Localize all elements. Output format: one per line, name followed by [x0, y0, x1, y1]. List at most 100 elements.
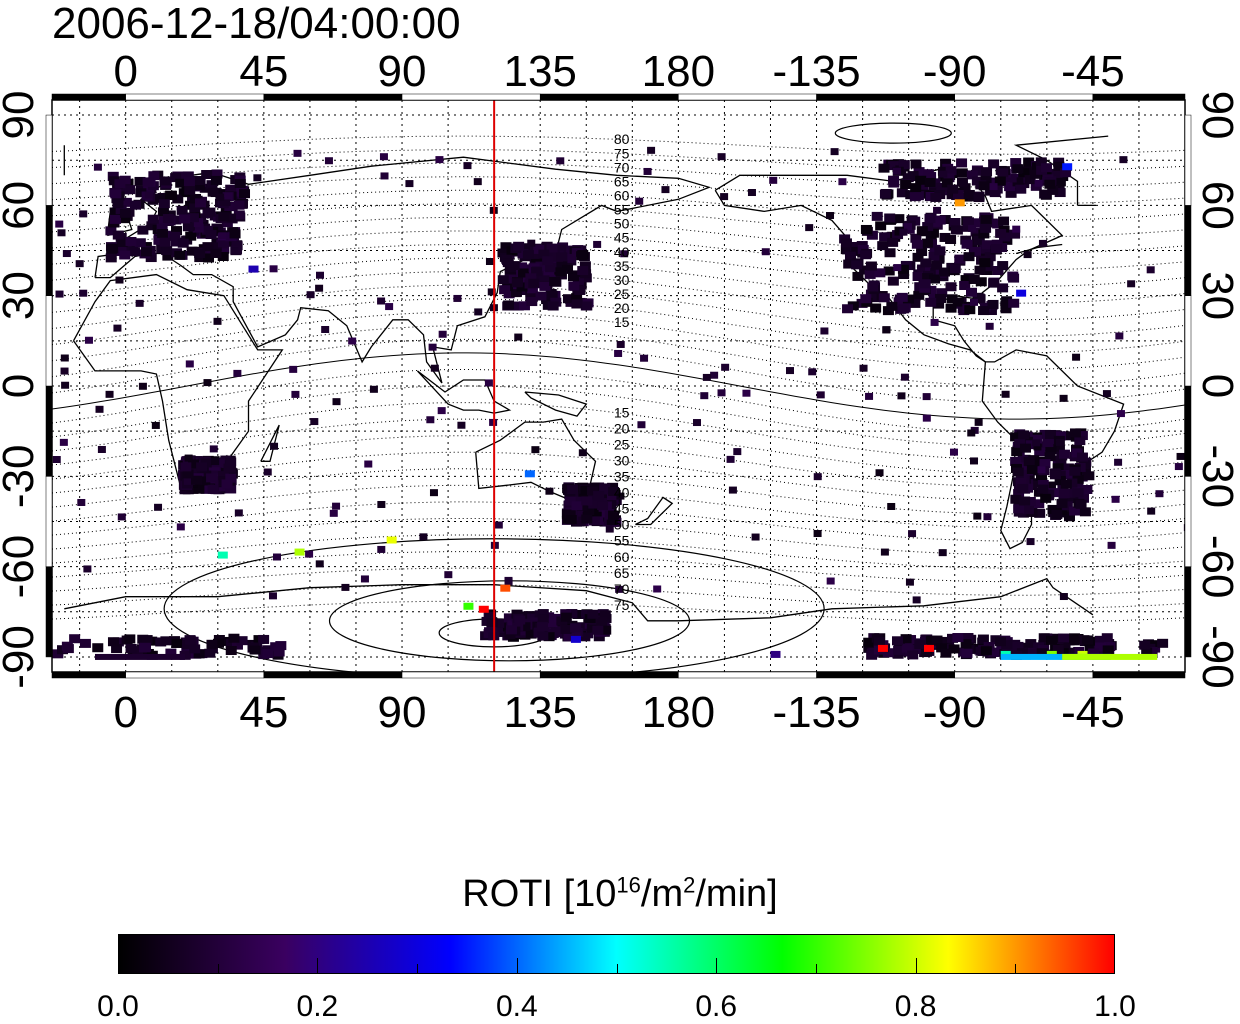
roti-cell	[1051, 633, 1063, 643]
roti-cell	[994, 637, 1006, 647]
roti-cell	[851, 246, 863, 256]
roti-cell	[546, 618, 558, 628]
roti-cell	[1059, 593, 1068, 601]
left-axis-label: -90	[0, 625, 43, 689]
roti-cell	[453, 294, 462, 302]
right-axis-label: 0	[1193, 374, 1240, 398]
magnetic-latitude-label: 60	[614, 549, 630, 565]
roti-cell	[945, 235, 957, 245]
roti-cell	[599, 610, 611, 620]
roti-cell	[900, 634, 912, 644]
roti-cell	[640, 354, 649, 362]
roti-cell	[912, 271, 924, 281]
magnetic-latitude-label: 55	[614, 533, 630, 549]
bottom-axis-label: -45	[1061, 688, 1125, 737]
roti-cell	[193, 649, 205, 659]
roti-cell	[1084, 643, 1096, 653]
bottom-axis-label: 90	[378, 688, 427, 737]
roti-cell	[909, 298, 921, 308]
roti-cell	[234, 179, 246, 189]
roti-cell	[75, 260, 84, 268]
roti-cell	[428, 343, 437, 351]
roti-cell	[59, 438, 68, 446]
roti-cell	[896, 292, 908, 302]
magnetic-latitude-label: 75	[614, 145, 630, 161]
roti-cell	[109, 207, 121, 217]
roti-cell	[1010, 456, 1022, 466]
roti-cell	[201, 170, 213, 180]
roti-cell	[863, 637, 875, 647]
axis-bar-segment	[954, 671, 1094, 679]
roti-cell	[1062, 653, 1158, 660]
roti-cell	[587, 609, 599, 619]
roti-cell	[615, 585, 624, 593]
roti-cell	[933, 299, 945, 309]
roti-cell	[844, 251, 856, 261]
roti-cell	[922, 393, 931, 401]
roti-cell	[525, 273, 537, 283]
roti-cell	[925, 636, 937, 646]
roti-cell	[887, 237, 899, 247]
roti-cell	[592, 507, 604, 517]
roti-cell	[884, 248, 896, 258]
roti-cell	[537, 631, 549, 641]
roti-cell	[1034, 447, 1046, 457]
roti-cell	[1139, 640, 1151, 650]
roti-cell	[751, 533, 760, 541]
roti-cell	[710, 371, 719, 379]
roti-cell	[84, 336, 93, 344]
roti-cell	[1005, 188, 1017, 198]
roti-cell	[1015, 477, 1027, 487]
roti-cell	[194, 249, 206, 259]
roti-cell	[189, 644, 201, 654]
roti-cell	[138, 643, 150, 653]
roti-cell	[920, 647, 932, 657]
roti-cell	[566, 609, 578, 619]
roti-cell	[57, 229, 66, 237]
roti-cell	[1034, 179, 1043, 187]
roti-cell	[887, 276, 899, 286]
roti-cell	[233, 200, 245, 210]
top-axis-label: 180	[642, 47, 715, 96]
roti-cell	[138, 382, 147, 390]
roti-cell	[813, 473, 822, 481]
roti-cell	[62, 644, 74, 654]
roti-cell	[1016, 648, 1028, 658]
roti-cell	[503, 300, 515, 310]
roti-cell	[747, 189, 756, 197]
roti-cell	[882, 326, 891, 334]
roti-cell	[1000, 300, 1012, 310]
roti-cell	[1023, 157, 1035, 167]
roti-cell	[377, 545, 386, 553]
roti-cell	[171, 226, 183, 236]
roti-cell	[1079, 507, 1091, 517]
roti-cell	[978, 229, 990, 239]
roti-cell	[924, 213, 936, 223]
roti-cell	[572, 276, 584, 286]
roti-cell	[1031, 434, 1043, 444]
roti-cell	[199, 476, 211, 486]
roti-cell	[963, 189, 975, 199]
roti-cell	[169, 231, 181, 241]
roti-cell	[537, 614, 549, 624]
roti-cell	[897, 264, 909, 274]
roti-cell	[962, 217, 974, 227]
roti-cell	[225, 184, 237, 194]
right-axis-label: -30	[1193, 445, 1240, 509]
roti-cell	[79, 210, 88, 218]
axis-bar-segment	[1184, 385, 1192, 477]
roti-cell	[726, 455, 735, 463]
roti-cell	[426, 416, 435, 424]
roti-cell	[931, 260, 943, 270]
roti-cell	[1032, 439, 1041, 447]
roti-cell	[907, 650, 919, 660]
roti-cell	[928, 251, 940, 261]
roti-cell	[119, 214, 131, 224]
roti-cell	[892, 167, 901, 175]
roti-cell	[360, 575, 369, 583]
axis-bar-segment	[1184, 295, 1192, 387]
roti-cell	[970, 227, 982, 237]
roti-cell	[204, 207, 216, 217]
roti-cell	[980, 646, 992, 656]
left-axis-label: 90	[0, 91, 43, 140]
